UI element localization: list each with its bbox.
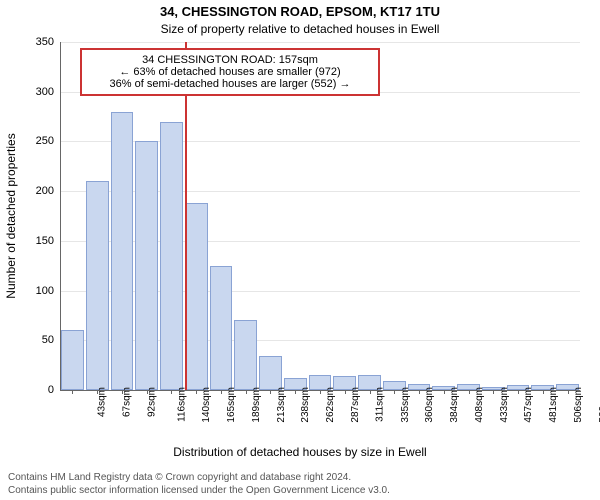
y-axis-line bbox=[60, 42, 61, 390]
x-tick-label: 335sqm bbox=[400, 387, 411, 423]
y-tick-label: 350 bbox=[36, 36, 60, 48]
bar bbox=[135, 141, 158, 390]
chart-title-line2: Size of property relative to detached ho… bbox=[0, 22, 600, 36]
y-tick-label: 300 bbox=[36, 86, 60, 98]
bar bbox=[185, 203, 208, 390]
x-tick-label: 506sqm bbox=[573, 387, 584, 423]
x-tick-label: 384sqm bbox=[449, 387, 460, 423]
annotation-line-1: 34 CHESSINGTON ROAD: 157sqm bbox=[88, 54, 372, 66]
bar bbox=[259, 356, 282, 390]
chart-title-line1: 34, CHESSINGTON ROAD, EPSOM, KT17 1TU bbox=[0, 4, 600, 19]
footer-line-1: Contains HM Land Registry data © Crown c… bbox=[8, 472, 351, 483]
x-tick-label: 287sqm bbox=[350, 387, 361, 423]
bar bbox=[160, 122, 183, 390]
y-tick-label: 50 bbox=[42, 334, 60, 346]
x-tick-label: 67sqm bbox=[122, 387, 133, 417]
x-tick-label: 457sqm bbox=[523, 387, 534, 423]
x-tick-label: 116sqm bbox=[176, 387, 187, 422]
bar bbox=[234, 320, 257, 390]
bar bbox=[111, 112, 134, 390]
annotation-line-2: ← 63% of detached houses are smaller (97… bbox=[88, 66, 372, 78]
x-tick-label: 213sqm bbox=[276, 387, 287, 423]
x-tick-label: 408sqm bbox=[474, 387, 485, 423]
bar bbox=[86, 181, 109, 390]
y-tick-label: 150 bbox=[36, 235, 60, 247]
y-axis-label: Number of detached properties bbox=[4, 133, 18, 298]
x-tick-label: 433sqm bbox=[499, 387, 510, 423]
x-tick-label: 165sqm bbox=[226, 387, 237, 423]
x-tick-label: 189sqm bbox=[251, 387, 262, 423]
x-axis-label: Distribution of detached houses by size … bbox=[0, 445, 600, 459]
y-tick-label: 250 bbox=[36, 135, 60, 147]
x-axis-line bbox=[60, 390, 580, 391]
x-tick-label: 140sqm bbox=[202, 387, 213, 423]
x-tick-label: 92sqm bbox=[146, 387, 157, 417]
bar bbox=[61, 330, 84, 390]
y-tick-label: 200 bbox=[36, 185, 60, 197]
x-tick-label: 262sqm bbox=[325, 387, 336, 423]
x-tick-label: 360sqm bbox=[424, 387, 435, 423]
x-tick-label: 481sqm bbox=[548, 387, 559, 423]
x-tick-label: 43sqm bbox=[97, 387, 108, 417]
plot-area: 34 CHESSINGTON ROAD: 157sqm ← 63% of det… bbox=[60, 42, 580, 390]
y-tick-label: 100 bbox=[36, 285, 60, 297]
bar bbox=[210, 266, 233, 390]
y-tick-label: 0 bbox=[48, 384, 60, 396]
x-tick-label: 311sqm bbox=[374, 387, 385, 422]
gridline bbox=[60, 42, 580, 43]
footer-line-2: Contains public sector information licen… bbox=[8, 485, 390, 496]
annotation-box: 34 CHESSINGTON ROAD: 157sqm ← 63% of det… bbox=[80, 48, 380, 96]
annotation-line-3: 36% of semi-detached houses are larger (… bbox=[88, 78, 372, 90]
x-tick-label: 238sqm bbox=[301, 387, 312, 423]
